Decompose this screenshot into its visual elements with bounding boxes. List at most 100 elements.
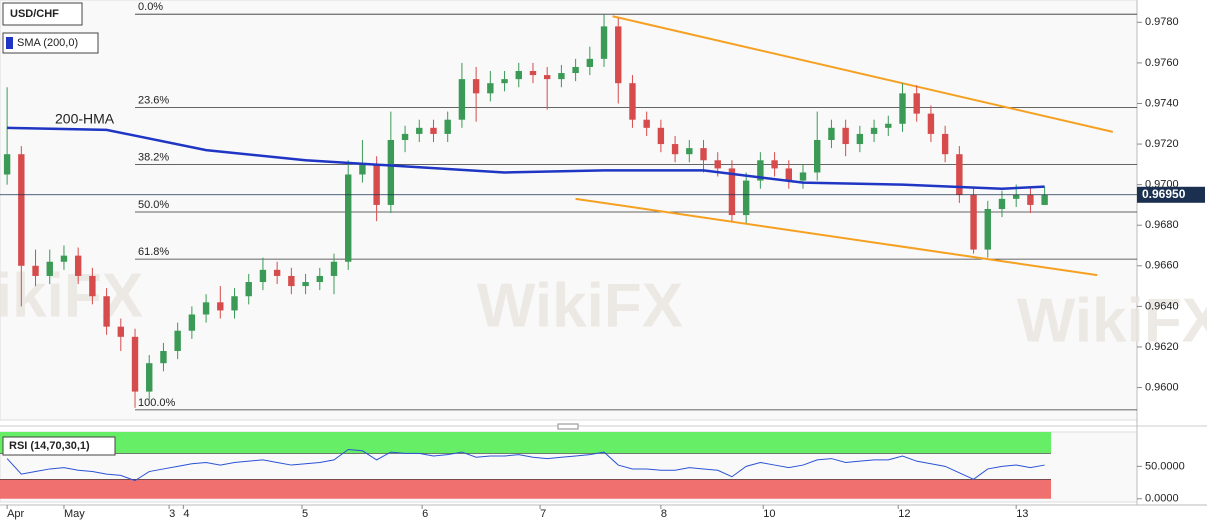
candle-body [117, 326, 125, 337]
rsi-label: RSI (14,70,30,1) [9, 440, 90, 452]
candle-body [529, 71, 537, 76]
candle-body [785, 168, 792, 181]
candle-body [956, 154, 963, 195]
oversold-band [0, 479, 1052, 499]
candle-body [828, 127, 835, 140]
y-tick-label: 0.9640 [1145, 300, 1179, 312]
price-pane [0, 0, 1138, 421]
candle-body [487, 83, 494, 94]
y-tick-label: 0.9740 [1145, 97, 1179, 109]
x-tick-label: 8 [661, 508, 667, 520]
x-tick-label: 3 [169, 508, 175, 520]
candle-body [515, 71, 522, 80]
hma-label: 200-HMA [55, 111, 115, 127]
trendline [575, 197, 1098, 277]
candle-body [728, 168, 736, 216]
candle-body [742, 180, 750, 216]
candle-body [856, 133, 864, 145]
candle-body [188, 314, 196, 331]
y-tick-label: 0.9660 [1145, 260, 1179, 272]
x-tick-label: 6 [422, 508, 428, 520]
symbol-title: USD/CHF [10, 8, 59, 20]
rsi-line [6, 448, 1045, 482]
candle-body [913, 93, 920, 114]
candle-body [1012, 194, 1020, 199]
candle-body [1027, 194, 1034, 205]
candle-body [885, 123, 892, 128]
candle-body [103, 296, 110, 327]
indicator-label: SMA (200,0) [17, 37, 78, 49]
watermarks: WikiFX WikiFX WikiFX [0, 261, 1207, 355]
candle-body [615, 26, 622, 84]
candle-body [941, 133, 949, 155]
fib-label: 23.6% [138, 94, 169, 106]
hma-line [7, 126, 1045, 190]
candle-body [160, 351, 167, 364]
y-tick-label: 0.9780 [1145, 16, 1179, 28]
candle-body [629, 83, 636, 120]
candle-body [771, 160, 778, 169]
candle-body [757, 160, 764, 181]
candle-body [543, 75, 551, 80]
candle-body [202, 302, 210, 315]
pane-handle[interactable] [557, 423, 579, 430]
x-tick-label: 12 [898, 508, 910, 520]
candle-body [32, 265, 39, 276]
candle-body [217, 302, 224, 311]
candle-body [302, 282, 309, 287]
candle-body [700, 148, 707, 161]
y-tick-label: 0.9760 [1145, 57, 1179, 69]
candle-body [643, 119, 650, 128]
candle-body [814, 140, 821, 173]
candle-body [174, 330, 181, 352]
candle-body [330, 261, 338, 276]
candle-body [430, 127, 437, 134]
candle-body [146, 363, 153, 392]
candle-body [46, 261, 53, 276]
x-tick-label: May [64, 508, 85, 520]
candle-body [458, 79, 466, 120]
candle-body [686, 148, 693, 155]
candle-body [3, 154, 11, 175]
candle-body [74, 255, 82, 276]
candle-body [998, 198, 1006, 209]
candle-body [259, 269, 267, 283]
last-price-label: 0.96950 [1142, 187, 1186, 201]
candle-body [131, 336, 139, 392]
candle-body [416, 127, 423, 134]
candle-body [714, 160, 721, 169]
rsi-y-tick-label: 0.0000 [1145, 493, 1179, 505]
candle-body [18, 154, 25, 266]
candle-body [572, 66, 579, 74]
fib-label: 50.0% [138, 199, 169, 211]
candle-body [600, 26, 608, 59]
y-tick-label: 0.9720 [1145, 138, 1179, 150]
candle-body [842, 127, 849, 145]
fib-label: 100.0% [138, 397, 176, 409]
y-tick-label: 0.9620 [1145, 341, 1179, 353]
candle-body [927, 113, 935, 134]
fib-label: 38.2% [138, 151, 169, 163]
candle-body [501, 79, 508, 84]
watermark: WikiFX [0, 261, 143, 330]
candle-body [359, 164, 366, 175]
candle-body [373, 164, 380, 205]
fib-label: 0.0% [138, 1, 163, 13]
y-tick-label: 0.9680 [1145, 219, 1179, 231]
overbought-band [0, 432, 1052, 454]
candle-body [799, 172, 807, 181]
symbol-box [2, 2, 83, 26]
candle-body [657, 127, 665, 145]
candle-body [401, 133, 409, 140]
candle-body [984, 208, 991, 250]
x-tick-label: 4 [183, 508, 189, 520]
candle-body [558, 73, 565, 80]
watermark: WikiFX [477, 271, 683, 340]
candle-body [586, 58, 594, 67]
candle-body [345, 174, 352, 262]
rsi-box [2, 436, 116, 456]
candle-body [899, 93, 906, 124]
candle-body [671, 144, 679, 155]
candle-body [970, 194, 977, 250]
